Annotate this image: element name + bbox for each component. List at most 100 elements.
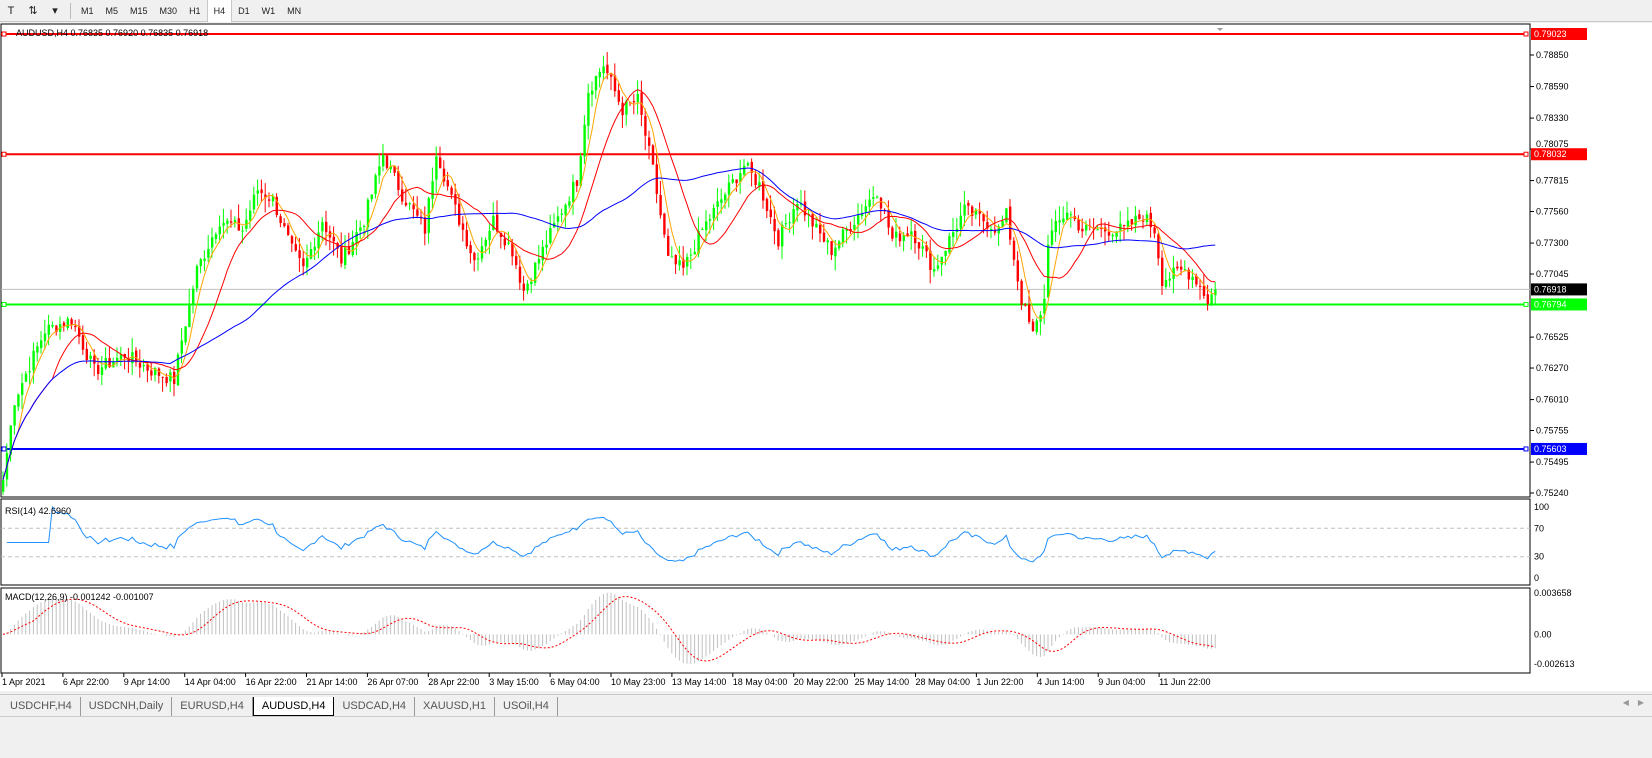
candle-body <box>431 181 434 200</box>
candle-body <box>241 230 244 232</box>
tab-audusd-h4[interactable]: AUDUSD,H4 <box>252 697 335 716</box>
tools-menu-icon[interactable]: ⇅ <box>28 5 38 17</box>
level-handle <box>1 31 7 37</box>
candle-body <box>716 201 719 207</box>
candle-body <box>363 225 366 227</box>
timeframe-h1[interactable]: H1 <box>189 5 201 16</box>
tab-xauusd-h1[interactable]: XAUUSD,H1 <box>415 697 495 716</box>
candle-body <box>1100 228 1103 230</box>
candle-body <box>507 242 510 244</box>
candle-body <box>967 202 970 206</box>
candle-body <box>1009 206 1012 240</box>
candle-body <box>591 90 594 95</box>
candle-body <box>66 318 69 328</box>
candle-body <box>667 235 670 256</box>
price-tick-label: 0.78850 <box>1536 50 1569 60</box>
candle-body <box>1172 267 1175 279</box>
tab-usdchf-h4[interactable]: USDCHF,H4 <box>2 697 81 716</box>
candle-body <box>404 202 408 206</box>
candle-body <box>762 181 765 201</box>
timeframe-mn[interactable]: MN <box>287 5 302 16</box>
candle-body <box>1142 220 1145 222</box>
candle-body <box>268 199 271 201</box>
tab-usdcnh-daily[interactable]: USDCNH,Daily <box>81 697 173 716</box>
text-tool-icon[interactable]: T <box>7 4 15 17</box>
time-tick-label: 28 Apr 22:00 <box>428 677 479 687</box>
chevron-down-icon[interactable]: ▾ <box>52 5 58 17</box>
tab-eurusd-h4[interactable]: EURUSD,H4 <box>172 697 253 716</box>
candle-body <box>526 283 529 291</box>
rsi-tick-label: 100 <box>1534 502 1549 512</box>
candle-body <box>423 217 427 234</box>
candle-body <box>271 195 275 202</box>
candle-body <box>195 265 199 289</box>
level-handle <box>1523 151 1529 157</box>
candle-body <box>1126 220 1130 227</box>
chart-canvas[interactable]: 0.78850 0.78590 0.78330 0.78075 0.77815 0.775… <box>0 23 1652 691</box>
time-tick-label: 1 Apr 2021 <box>2 677 46 687</box>
candle-body <box>477 258 480 260</box>
candle-body <box>21 383 24 395</box>
candle-body <box>708 219 712 221</box>
candle-body <box>249 210 252 221</box>
candle-body <box>1195 275 1198 285</box>
candle-body <box>1111 234 1114 237</box>
current-price-label: 0.76918 <box>1534 284 1567 294</box>
candle-body <box>150 370 153 376</box>
candle-body <box>940 256 943 265</box>
time-tick-label: 18 May 04:00 <box>733 677 788 687</box>
candle-body <box>860 213 864 217</box>
timeframe-m1[interactable]: M1 <box>81 5 94 16</box>
candle-body <box>40 340 43 348</box>
candle-body <box>697 230 700 254</box>
candle-body <box>317 232 320 248</box>
candle-body <box>598 71 601 78</box>
candle-body <box>461 223 465 230</box>
candle-body <box>758 182 761 187</box>
candle-body <box>564 204 567 215</box>
scroll-right-icon[interactable]: ▶ <box>1637 698 1644 707</box>
candle-body <box>959 215 962 229</box>
candle-body <box>659 195 662 216</box>
candle-body <box>689 254 693 256</box>
tab-usdcad-h4[interactable]: USDCAD,H4 <box>334 697 416 716</box>
macd-tick-label: 0.00 <box>1534 629 1552 639</box>
candle-body <box>769 209 772 218</box>
level-handle <box>1 301 7 307</box>
candle-body <box>1115 231 1118 237</box>
candle-body <box>803 201 807 216</box>
candle-body <box>868 199 871 207</box>
candle-body <box>97 365 100 375</box>
tab-usoil-h4[interactable]: USOil,H4 <box>495 697 558 716</box>
scroll-left-icon[interactable]: ◀ <box>1622 698 1629 707</box>
candle-body <box>252 194 256 210</box>
candle-body <box>1183 269 1187 271</box>
candle-body <box>279 216 282 224</box>
timeframe-m15[interactable]: M15 <box>130 5 148 16</box>
candle-body <box>1001 221 1004 227</box>
candle-body <box>1206 294 1209 304</box>
candle-body <box>921 246 924 249</box>
timeframe-w1[interactable]: W1 <box>261 5 276 16</box>
candle-body <box>864 206 867 212</box>
candle-body <box>1176 266 1179 269</box>
candle-body <box>389 166 392 170</box>
timeframe-d1[interactable]: D1 <box>238 5 250 16</box>
candle-body <box>13 405 16 426</box>
timeframe-m5[interactable]: M5 <box>105 5 119 16</box>
chart-window[interactable]: 0.78850 0.78590 0.78330 0.78075 0.77815 0.775… <box>0 23 1652 691</box>
macd-tick-label: -0.002613 <box>1534 659 1575 669</box>
candle-body <box>416 209 419 216</box>
level-price-label: 0.76794 <box>1534 299 1567 309</box>
candle-body <box>344 246 347 266</box>
candle-body <box>549 228 552 243</box>
candle-body <box>1119 223 1122 231</box>
candle-body <box>408 203 411 205</box>
timeframe-m30[interactable]: M30 <box>159 5 178 16</box>
price-tick-label: 0.75495 <box>1536 457 1569 467</box>
candle-body <box>165 377 168 384</box>
candle-body <box>412 204 415 210</box>
timeframe-h4[interactable]: H4 <box>206 0 233 22</box>
tab-scroll: ◀ ▶ <box>1623 698 1644 707</box>
candle-body <box>382 154 385 167</box>
